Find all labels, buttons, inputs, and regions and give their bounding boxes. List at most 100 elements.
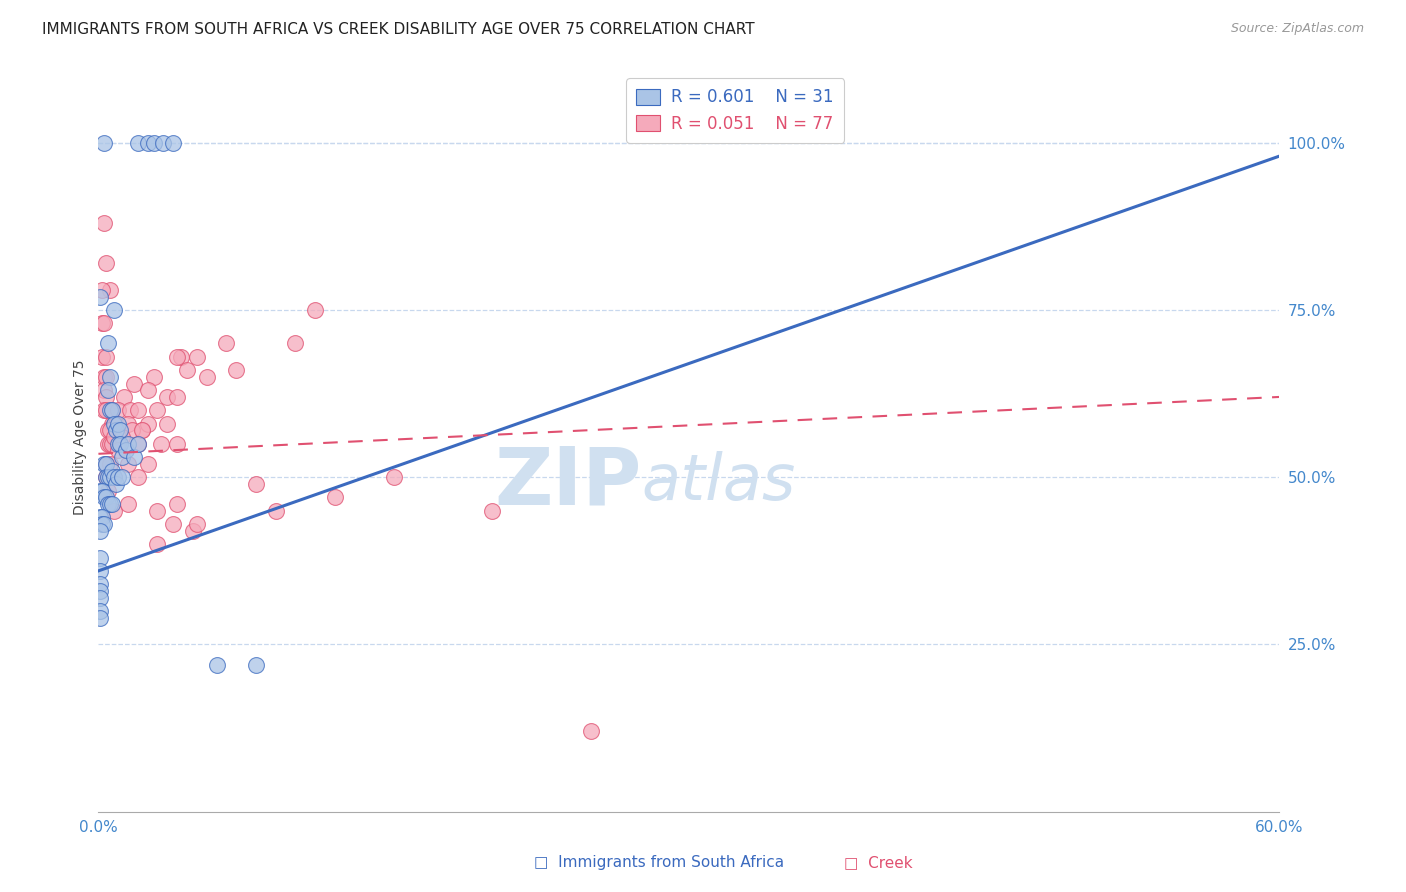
Point: [122, 376, 145, 391]
Point: [136, 417, 159, 431]
Point: [162, 136, 184, 150]
Point: [107, 436, 129, 450]
Point: [245, 477, 267, 491]
Point: [98, 369, 121, 384]
Point: [96, 457, 118, 471]
Point: [186, 350, 208, 364]
Point: [93, 491, 115, 505]
Point: [96, 369, 118, 384]
Point: [103, 470, 125, 484]
Point: [93, 317, 115, 331]
Point: [103, 430, 125, 444]
Point: [215, 336, 238, 351]
Point: [117, 417, 139, 431]
Point: [131, 424, 153, 438]
Point: [97, 424, 120, 438]
Point: [96, 256, 118, 270]
Point: [103, 470, 125, 484]
Point: [97, 470, 120, 484]
Point: [186, 517, 208, 532]
Point: [166, 390, 188, 404]
Point: [98, 283, 121, 297]
Point: [162, 517, 184, 532]
Point: [152, 136, 174, 150]
Point: [97, 470, 120, 484]
Point: [97, 483, 120, 498]
Point: [91, 510, 114, 524]
Point: [89, 524, 111, 538]
Point: [93, 136, 115, 150]
Point: [117, 436, 139, 450]
Legend: R = 0.601    N = 31, R = 0.051    N = 77: R = 0.601 N = 31, R = 0.051 N = 77: [627, 78, 844, 143]
Point: [136, 136, 159, 150]
Point: [156, 417, 179, 431]
Point: [127, 136, 149, 150]
Point: [93, 384, 115, 398]
Point: [118, 403, 141, 417]
Point: [103, 417, 125, 431]
Point: [105, 477, 128, 491]
Point: [127, 436, 149, 450]
Point: [97, 336, 120, 351]
Point: [101, 403, 124, 417]
Point: [97, 436, 120, 450]
Point: [205, 657, 228, 672]
Point: [89, 483, 111, 498]
Point: [121, 424, 143, 438]
Point: [146, 503, 169, 517]
Point: [150, 436, 173, 450]
Point: [127, 470, 149, 484]
Point: [105, 417, 128, 431]
Point: [382, 470, 405, 484]
Point: [136, 384, 159, 398]
Point: [89, 510, 111, 524]
Point: [97, 497, 120, 511]
Point: [166, 350, 188, 364]
Point: [176, 363, 198, 377]
Text: atlas: atlas: [641, 451, 796, 513]
Point: [96, 390, 118, 404]
Text: □  Creek: □ Creek: [844, 855, 912, 870]
Text: ZIP: ZIP: [495, 443, 641, 521]
Point: [91, 317, 114, 331]
Point: [103, 303, 125, 318]
Point: [98, 424, 121, 438]
Point: [107, 443, 129, 458]
Text: IMMIGRANTS FROM SOUTH AFRICA VS CREEK DISABILITY AGE OVER 75 CORRELATION CHART: IMMIGRANTS FROM SOUTH AFRICA VS CREEK DI…: [42, 22, 755, 37]
Point: [166, 497, 188, 511]
Point: [108, 436, 131, 450]
Point: [122, 450, 145, 465]
Point: [91, 483, 114, 498]
Point: [107, 403, 129, 417]
Point: [225, 363, 247, 377]
Point: [101, 436, 124, 450]
Point: [181, 524, 204, 538]
Point: [170, 350, 193, 364]
Point: [195, 369, 218, 384]
Point: [93, 517, 115, 532]
Point: [101, 417, 124, 431]
Point: [89, 550, 111, 565]
Point: [89, 577, 111, 591]
Point: [107, 470, 129, 484]
Text: □  Immigrants from South Africa: □ Immigrants from South Africa: [534, 855, 785, 870]
Point: [115, 443, 138, 458]
Point: [98, 436, 121, 450]
Point: [304, 303, 326, 318]
Point: [96, 403, 118, 417]
Point: [96, 457, 118, 471]
Point: [89, 290, 111, 304]
Point: [131, 424, 153, 438]
Point: [89, 604, 111, 618]
Point: [136, 457, 159, 471]
Point: [91, 350, 114, 364]
Point: [111, 470, 134, 484]
Point: [93, 369, 115, 384]
Point: [127, 403, 149, 417]
Point: [146, 403, 169, 417]
Point: [156, 390, 179, 404]
Point: [146, 537, 169, 551]
Point: [96, 470, 118, 484]
Point: [105, 424, 128, 438]
Point: [91, 283, 114, 297]
